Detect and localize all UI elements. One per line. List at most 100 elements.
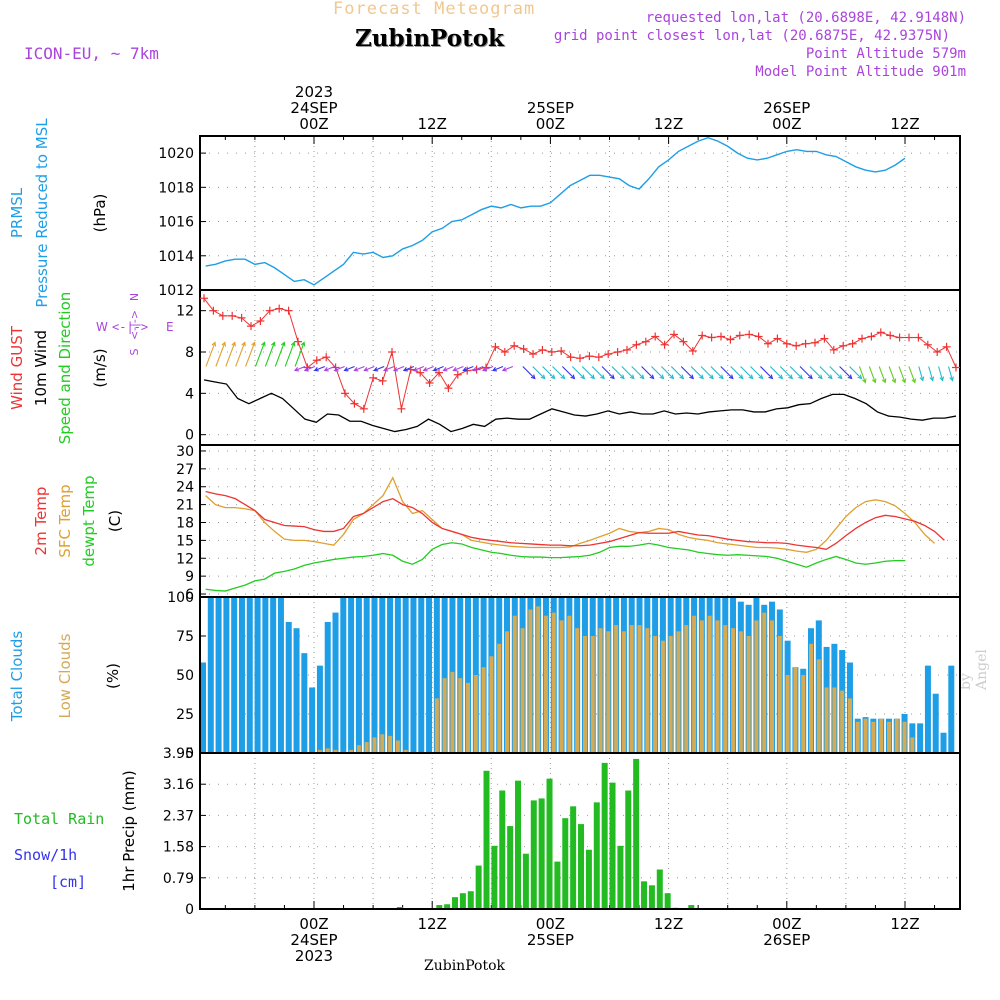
wind-direction-arrowhead bbox=[241, 341, 246, 347]
wind-direction-arrowhead bbox=[768, 374, 774, 380]
wind-direction-arrowhead bbox=[570, 374, 576, 380]
y-tick-label: 15 bbox=[176, 533, 194, 549]
wind-direction-arrowhead bbox=[949, 376, 954, 382]
x-label-bottom: 2023 bbox=[295, 947, 333, 965]
wind-direction-arrowhead bbox=[679, 374, 685, 380]
precip-bar bbox=[530, 800, 537, 909]
footer-station: ZubinPotok bbox=[424, 958, 506, 974]
wind-direction-arrow bbox=[383, 365, 395, 371]
y-tick-label: 1016 bbox=[158, 215, 194, 231]
precip-bar bbox=[664, 893, 671, 909]
low-cloud-bar bbox=[707, 615, 712, 753]
wind-direction-arrow bbox=[631, 366, 645, 379]
precip-bar bbox=[483, 770, 490, 909]
total-cloud-bar bbox=[371, 597, 378, 753]
wind-direction-arrow bbox=[661, 366, 674, 379]
y-tick-label: 21 bbox=[176, 498, 194, 514]
total-cloud-bar bbox=[324, 621, 331, 753]
model-altitude: Model Point Altitude 901m bbox=[755, 64, 966, 80]
precip-bar bbox=[593, 802, 600, 909]
precip-bar bbox=[444, 904, 451, 909]
total-cloud-bar bbox=[332, 612, 339, 753]
wind-direction-arrowhead bbox=[353, 367, 359, 372]
precip-bar bbox=[538, 798, 545, 909]
low-cloud-bar bbox=[520, 628, 525, 753]
low-cloud-bar bbox=[629, 625, 634, 753]
wind-direction-arrowhead bbox=[817, 374, 823, 380]
total-cloud-bar bbox=[441, 597, 448, 753]
total-cloud-bar bbox=[363, 597, 370, 753]
y-tick-label: 8 bbox=[185, 345, 194, 361]
low-cloud-bar bbox=[668, 636, 673, 753]
wind-gust-label: Wind GUST bbox=[8, 325, 26, 410]
total-cloud-bar bbox=[394, 597, 401, 753]
low-cloud-bar bbox=[575, 628, 580, 753]
precip-bar bbox=[562, 818, 569, 909]
snow-legend: Snow/1h bbox=[14, 846, 77, 864]
sfc-temp-label: SFC Temp bbox=[56, 484, 74, 557]
wind-direction-arrow bbox=[562, 366, 575, 379]
low-cloud-bar bbox=[637, 625, 642, 753]
low-cloud-bar bbox=[505, 631, 509, 753]
low-cloud-bar bbox=[450, 671, 455, 753]
low-cloud-bar bbox=[559, 620, 564, 753]
total-cloud-bar bbox=[932, 693, 939, 753]
total-cloud-bar bbox=[465, 597, 472, 753]
wind-direction-arrowhead bbox=[911, 378, 917, 384]
low-cloud-bar bbox=[349, 749, 354, 753]
low-cloud-bar bbox=[466, 682, 471, 753]
low-cloud-bar bbox=[684, 625, 689, 753]
y-tick-label: 12 bbox=[176, 304, 194, 320]
wind-direction-arrow bbox=[463, 365, 474, 371]
wind-direction-arrow bbox=[274, 342, 285, 367]
total-cloud-bar bbox=[238, 597, 245, 753]
wind-direction-arrowhead bbox=[432, 367, 438, 372]
y-tick-label: 27 bbox=[176, 462, 194, 478]
wind-direction-arrowhead bbox=[709, 374, 714, 380]
low-cloud-bar bbox=[871, 721, 876, 753]
wind-direction-arrow bbox=[888, 366, 896, 383]
wind-direction-arrowhead bbox=[343, 367, 349, 372]
compass-vertical: <-|-> bbox=[128, 310, 141, 340]
x-label-top: 26SEP bbox=[763, 99, 810, 117]
precip-bar bbox=[570, 806, 577, 909]
low-cloud-bar bbox=[567, 615, 572, 753]
wind-direction-arrow bbox=[373, 365, 385, 371]
precip-bar bbox=[617, 845, 624, 909]
wind-direction-arrowhead bbox=[718, 374, 724, 380]
precip-bar bbox=[625, 790, 632, 909]
precip-bar bbox=[436, 905, 443, 909]
low-cloud-bar bbox=[403, 749, 408, 753]
wind-direction-arrowhead bbox=[847, 374, 853, 380]
snow-unit-legend: [cm] bbox=[50, 873, 86, 891]
wind-direction-arrowhead bbox=[590, 374, 596, 380]
wind-direction-arrow bbox=[314, 365, 326, 371]
wind-direction-arrowhead bbox=[901, 378, 907, 384]
low-cloud-bar bbox=[582, 636, 587, 753]
y-tick-label: 4 bbox=[185, 386, 194, 402]
x-label-bottom: 25SEP bbox=[527, 931, 574, 949]
wind-direction-arrow bbox=[581, 366, 595, 379]
wind-direction-arrow bbox=[760, 366, 773, 379]
wind-direction-arrow bbox=[690, 366, 704, 379]
wind-direction-arrowhead bbox=[412, 367, 418, 372]
wind-direction-arrow bbox=[324, 365, 335, 371]
wind-direction-arrowhead bbox=[929, 376, 935, 382]
wind-direction-arrowhead bbox=[300, 341, 306, 347]
temp-2m-line bbox=[205, 490, 945, 550]
wind-direction-arrowhead bbox=[639, 374, 645, 380]
y-tick-label: 1.58 bbox=[163, 840, 194, 856]
wind-direction-arrowhead bbox=[313, 367, 319, 372]
low-cloud-bar bbox=[481, 667, 486, 753]
precip-bar bbox=[467, 891, 474, 909]
y-tick-label: 0.79 bbox=[163, 871, 194, 887]
wind-direction-arrowhead bbox=[837, 374, 843, 380]
total-cloud-bar bbox=[418, 597, 425, 753]
dewpoint-label: dewpt Temp bbox=[80, 475, 98, 566]
precip-bar bbox=[499, 790, 506, 909]
total-cloud-bar bbox=[340, 597, 347, 753]
low-cloud-bar bbox=[598, 628, 603, 753]
wind-direction-arrow bbox=[532, 366, 546, 379]
wind-direction-arrow bbox=[344, 365, 355, 371]
low-cloud-bar bbox=[660, 640, 665, 753]
